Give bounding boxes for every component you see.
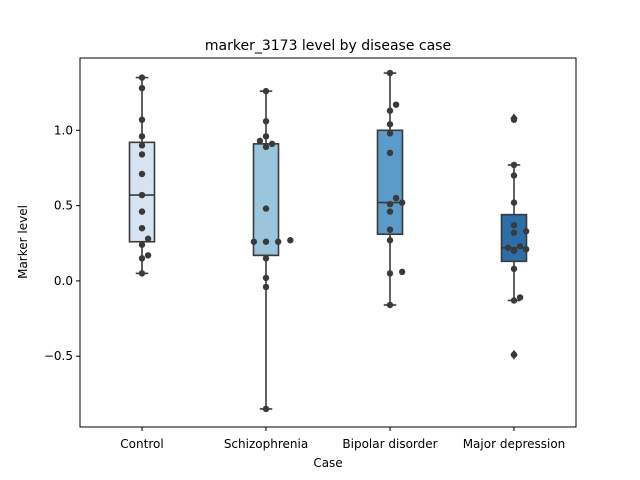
data-point — [510, 351, 518, 358]
data-point — [262, 143, 270, 151]
data-point — [386, 107, 394, 114]
data-point — [262, 274, 270, 282]
data-point — [516, 243, 524, 250]
data-point — [268, 140, 276, 148]
data-point — [522, 246, 530, 253]
data-point — [262, 87, 270, 95]
y-tick-label: 1.0 — [54, 123, 73, 137]
data-point — [510, 297, 518, 304]
data-point — [138, 191, 146, 199]
plot-frame — [79, 57, 577, 428]
data-point — [398, 268, 406, 276]
data-point — [386, 270, 394, 277]
data-point — [256, 137, 264, 145]
data-point — [138, 151, 146, 158]
data-point — [386, 69, 394, 77]
y-axis: −0.5 0.0 0.5 1.0 — [44, 123, 80, 363]
data-point — [144, 252, 152, 259]
data-point — [386, 226, 394, 233]
x-axis: Control Schizophrenia Bipolar disorder Majo… — [120, 427, 565, 451]
data-point — [138, 224, 146, 232]
data-point — [522, 228, 530, 235]
x-axis-label: Case — [313, 456, 342, 470]
data-point — [138, 116, 146, 123]
data-point — [138, 133, 146, 140]
data-point — [262, 238, 270, 245]
data-point — [504, 244, 512, 251]
data-point — [262, 118, 270, 125]
data-point — [510, 221, 518, 229]
data-point — [262, 255, 270, 262]
data-point — [250, 238, 258, 245]
y-tick-label: −0.5 — [44, 349, 73, 363]
data-point — [138, 84, 146, 92]
data-point — [398, 199, 406, 206]
box-iqr — [376, 129, 404, 236]
data-point — [510, 247, 518, 254]
data-point — [510, 116, 518, 123]
data-point — [262, 405, 270, 413]
data-point — [516, 294, 524, 301]
box-iqr — [500, 213, 528, 263]
x-tick-label: Control — [120, 437, 163, 451]
y-tick-label: 0.0 — [54, 274, 73, 288]
chart-title: marker_3173 level by disease case — [205, 38, 451, 54]
data-point — [386, 301, 394, 309]
data-point — [138, 255, 146, 262]
data-point — [386, 149, 394, 157]
x-tick-label: Bipolar disorder — [342, 437, 437, 451]
data-point — [138, 208, 146, 215]
x-tick-label: Schizophrenia — [224, 437, 308, 451]
data-point — [386, 208, 394, 215]
data-point — [510, 199, 518, 206]
y-axis-label: Marker level — [16, 205, 30, 279]
data-point — [262, 283, 270, 291]
data-point — [274, 238, 282, 245]
data-point — [510, 229, 518, 236]
box-group-major-depression — [500, 113, 528, 360]
data-point — [138, 142, 146, 149]
data-point — [510, 161, 518, 169]
data-point — [392, 101, 400, 108]
data-point — [386, 237, 394, 244]
data-point — [386, 130, 394, 137]
data-point — [138, 270, 146, 277]
data-point — [262, 205, 270, 212]
data-point — [392, 194, 400, 202]
box-group-bipolar-disorder — [376, 72, 404, 306]
data-point — [510, 265, 518, 273]
data-point — [262, 133, 270, 140]
data-point — [386, 121, 394, 128]
data-point — [138, 74, 146, 81]
data-point — [138, 170, 146, 178]
data-point — [138, 241, 146, 248]
data-point — [386, 200, 394, 208]
data-point — [287, 237, 294, 244]
y-tick-label: 0.5 — [54, 199, 73, 213]
data-point — [144, 235, 152, 242]
data-point — [510, 172, 518, 179]
x-tick-label: Major depression — [463, 437, 566, 451]
